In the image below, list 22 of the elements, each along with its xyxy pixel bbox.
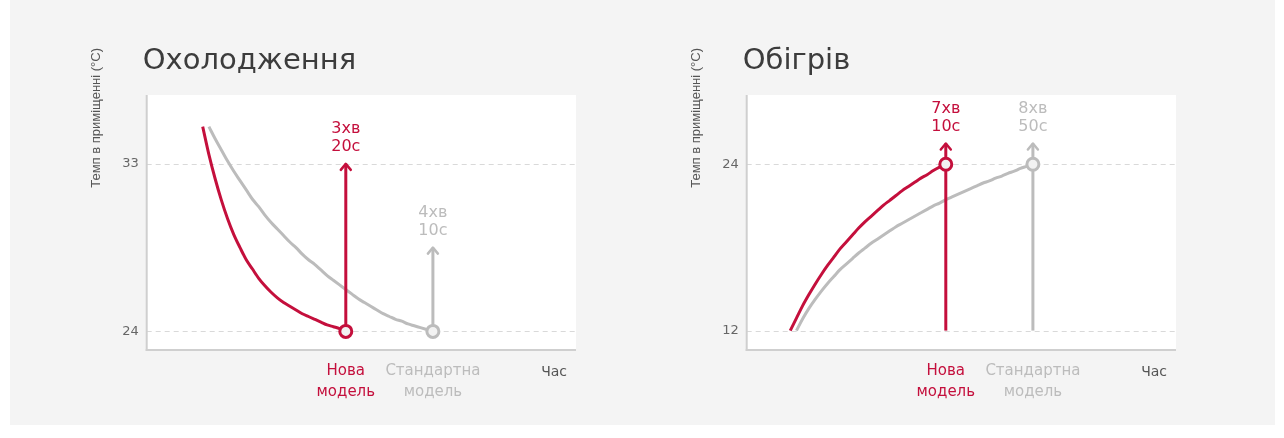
annotation: 7хв (931, 97, 961, 117)
annotation: 10с (418, 219, 448, 239)
y-axis-title: Темп в приміщенні (°C) (88, 48, 104, 188)
x-tick-label: Нова модель (316, 361, 376, 401)
x-tick-label: Стандартна модель (385, 361, 481, 401)
x-axis-title: Час (541, 362, 567, 379)
y-tick-label: 12 (722, 321, 739, 337)
annotation: 50с (1018, 115, 1048, 135)
y-tick-label: 33 (122, 155, 139, 171)
x-tick-label: Нова модель (916, 361, 976, 401)
chart-title: Охолодження (142, 42, 357, 76)
y-tick-label: 24 (722, 155, 739, 171)
chart-title: Обігрів (742, 42, 851, 76)
annotation: 20с (331, 136, 361, 156)
annotation: 10с (931, 115, 961, 135)
annotation: 3хв (331, 118, 361, 138)
x-axis-title: Час (1141, 362, 1167, 379)
x-tick-label: Стандартна модель (985, 361, 1081, 401)
y-axis-title: Темп в приміщенні (°C) (688, 48, 704, 188)
annotation: 4хв (418, 201, 448, 221)
y-tick-label: 24 (122, 322, 139, 338)
annotation: 8хв (1018, 97, 1048, 117)
